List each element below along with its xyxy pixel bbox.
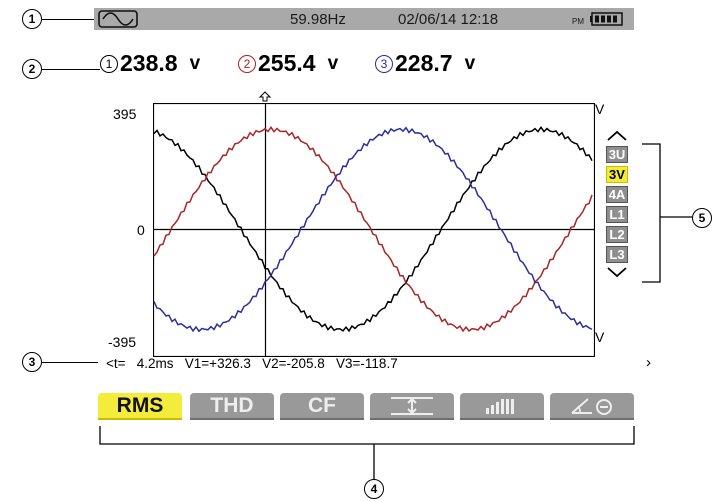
y-min-label: -395 <box>108 334 137 350</box>
phase-2-badge: 2 <box>238 54 256 73</box>
phase-3-unit: v <box>464 52 476 74</box>
side-menu-bracket <box>642 143 692 283</box>
phasor-icon <box>571 397 612 415</box>
phase-3-value: 228.7 <box>395 50 453 76</box>
frequency-readout: 59.98Hz <box>290 11 346 28</box>
side-item-3v[interactable]: 3V <box>606 166 628 183</box>
tab-phasor[interactable] <box>550 393 634 420</box>
tab-peak-range[interactable] <box>370 393 454 420</box>
callout-3-leader <box>42 362 98 364</box>
y-max-label: 395 <box>113 106 137 122</box>
side-item-l1[interactable]: L1 <box>606 206 628 223</box>
voltage-phase-2: 2 255.4 v <box>238 50 338 77</box>
cursor-readout: <t= 4.2ms V1=+326.3 V2=-205.8 V3=-118.7 <box>106 356 398 371</box>
tab-thd[interactable]: THD <box>190 393 274 420</box>
callout-1-leader <box>42 19 94 21</box>
phase-2-value: 255.4 <box>258 50 316 76</box>
datetime-readout: 02/06/14 12:18 <box>398 11 499 28</box>
phase-1-unit: v <box>189 52 201 74</box>
tab-cf[interactable]: CF <box>280 393 364 420</box>
waveform-icon <box>98 10 138 28</box>
side-item-3u[interactable]: 3U <box>606 146 628 163</box>
callout-5: 5 <box>692 208 712 228</box>
phase-3-badge: 3 <box>375 54 393 73</box>
unit-bottom-label: V <box>595 329 605 345</box>
side-item-l3[interactable]: L3 <box>606 246 628 263</box>
phase-2-waveform <box>153 125 593 333</box>
voltage-phase-1: 1 238.8 v <box>100 50 200 77</box>
y-zero-label: 0 <box>137 222 145 238</box>
scroll-right-arrow[interactable]: › <box>646 354 651 371</box>
tabs-bracket <box>99 426 635 480</box>
callout-2: 2 <box>22 59 42 79</box>
side-item-4a[interactable]: 4A <box>606 186 628 203</box>
peak-range-icon <box>391 396 433 415</box>
battery-icon <box>590 12 623 26</box>
tab-rms[interactable]: RMS <box>98 393 182 420</box>
status-bar: 59.98Hz 02/06/14 12:18 PM <box>94 8 634 30</box>
phase-1-waveform <box>153 125 593 333</box>
phase-2-unit: v <box>327 52 339 74</box>
unit-top-label: V <box>595 101 605 117</box>
bars-icon <box>486 398 514 414</box>
chevron-up-icon[interactable] <box>605 130 629 142</box>
ampm-indicator: PM <box>572 17 584 26</box>
callout-3: 3 <box>22 352 42 372</box>
side-item-l2[interactable]: L2 <box>606 226 628 243</box>
chevron-down-icon[interactable] <box>605 266 629 278</box>
phase-1-badge: 1 <box>100 54 118 73</box>
phase-1-value: 238.8 <box>120 50 178 76</box>
tab-bars[interactable] <box>460 393 544 420</box>
scope-display[interactable] <box>153 103 595 357</box>
voltage-phase-3: 3 228.7 v <box>375 50 475 77</box>
callout-2-leader <box>42 69 100 71</box>
callout-1: 1 <box>22 9 42 29</box>
phase-3-waveform <box>153 126 593 333</box>
